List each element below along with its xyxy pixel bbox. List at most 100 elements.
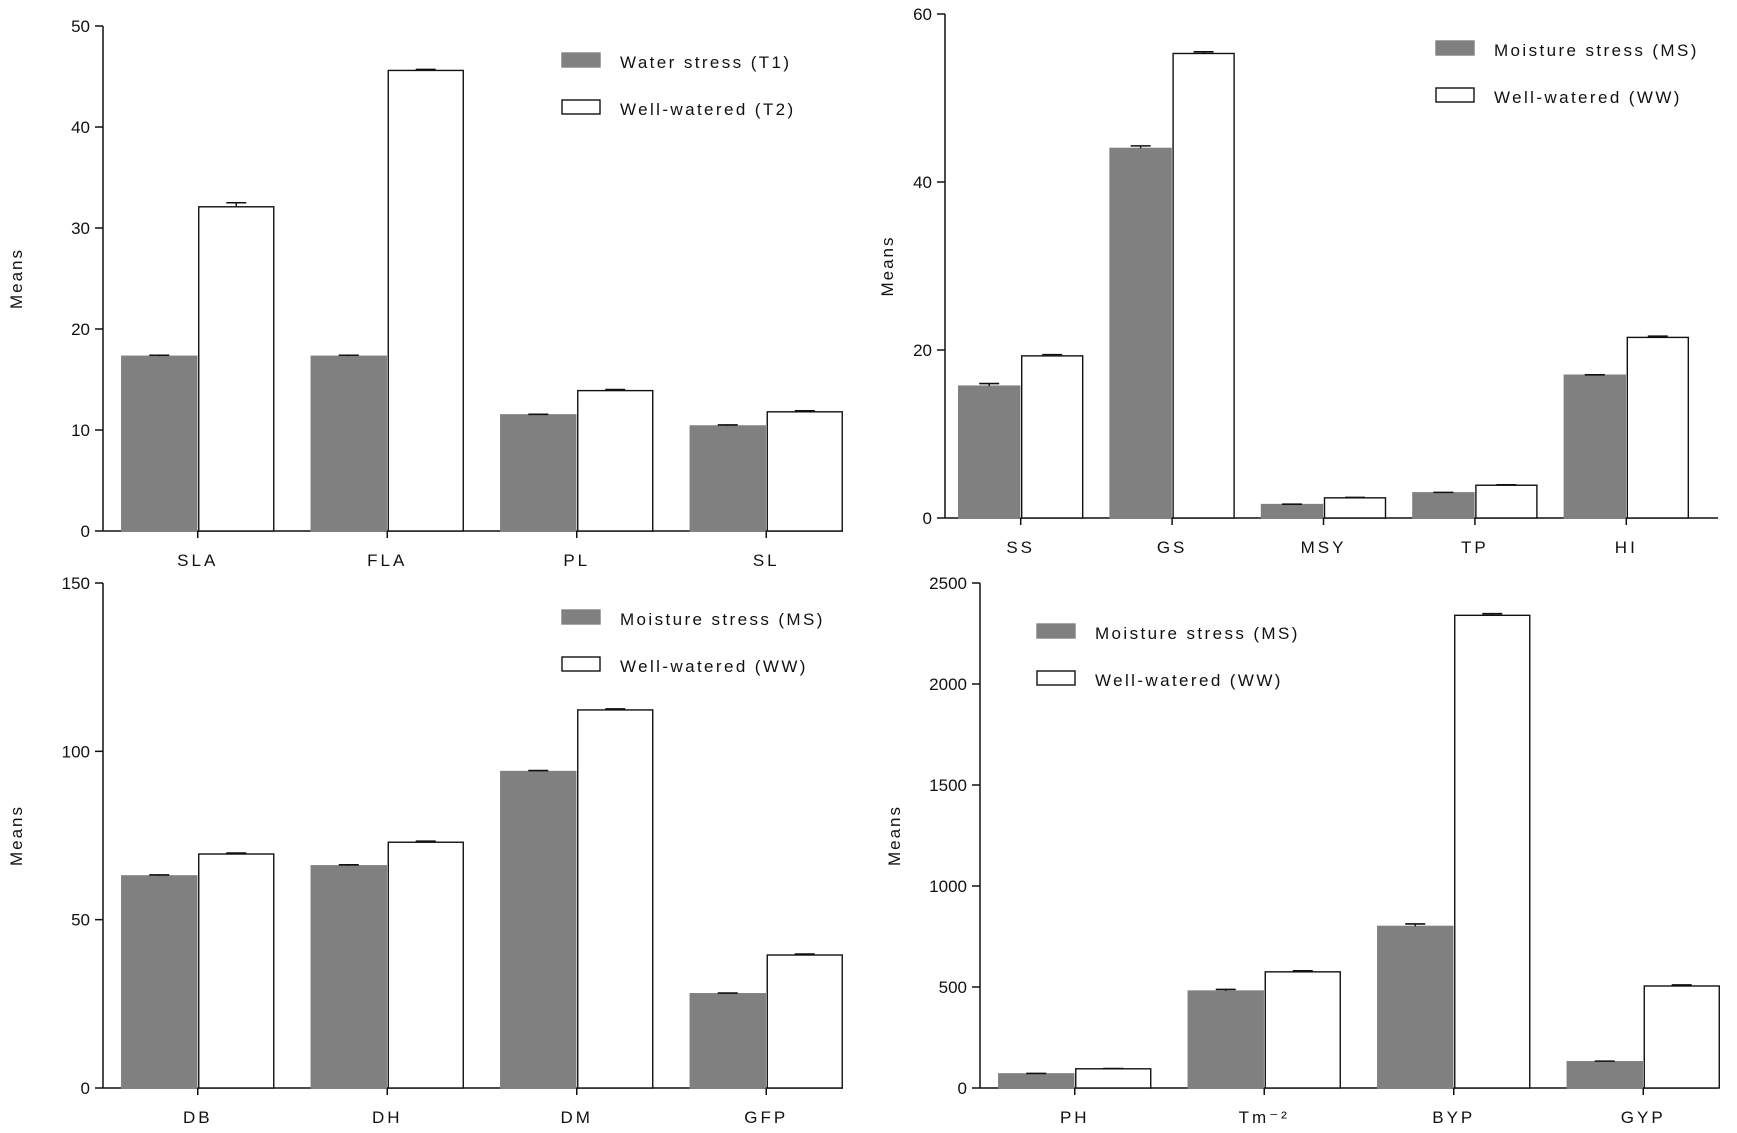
x-tick-label-hi: HI [1615, 538, 1638, 557]
chart-panel-2: 0 20 40 60 Means SS GS MSY TP HI Moisture stress (… [878, 5, 1718, 557]
bar-dh-stress [310, 865, 387, 1089]
bar-tm-watered [1264, 971, 1341, 1089]
legend-swatch-watered [561, 99, 601, 115]
y-axis-title: Means [7, 248, 26, 309]
bar-byp-watered [1454, 614, 1531, 1089]
x-tick-label-dm: DM [561, 1108, 593, 1127]
bar-byp-stress [1377, 925, 1454, 1089]
bar-db-watered [198, 853, 275, 1089]
x-tick-label-db: DB [183, 1108, 213, 1127]
bar-pl-stress [500, 414, 577, 532]
y-tick-label: 0 [81, 1079, 90, 1098]
legend-label-stress: Water stress (T1) [620, 53, 791, 72]
bar-hi-stress [1563, 374, 1627, 519]
legend: Moisture stress (MS) Well-watered (WW) [561, 609, 825, 676]
y-axis-title: Means [7, 805, 26, 866]
legend-label-watered: Well-watered (WW) [620, 657, 808, 676]
bar-gyp-stress [1566, 1061, 1643, 1089]
x-tick-label-ph: PH [1060, 1108, 1090, 1127]
y-tick-label: 1500 [929, 776, 967, 795]
x-tick-label-sl: SL [753, 551, 780, 570]
x-tick-label-fla: FLA [367, 551, 407, 570]
legend-label-watered: Well-watered (T2) [620, 100, 796, 119]
y-tick-label: 40 [71, 118, 90, 137]
x-tick-label-ss: SS [1006, 538, 1035, 557]
bar-fla-watered [387, 69, 464, 532]
bar-tp-stress [1412, 492, 1475, 519]
bar-hi-watered [1626, 336, 1690, 519]
y-tick-label: 1000 [929, 877, 967, 896]
legend-swatch-stress [561, 609, 601, 625]
bar-sla-watered [198, 206, 275, 532]
legend-label-watered: Well-watered (WW) [1494, 88, 1682, 107]
y-tick-label: 2500 [929, 574, 967, 593]
y-axis-title: Means [878, 235, 897, 296]
y-tick-label: 0 [958, 1079, 967, 1098]
legend-label-stress: Moisture stress (MS) [620, 610, 825, 629]
y-tick-label: 500 [939, 978, 967, 997]
chart-panel-4: 0 500 1000 1500 2000 2500 Means PH Tm⁻² BYP GYP Moi… [885, 574, 1720, 1127]
x-tick-label-sla: SLA [177, 551, 218, 570]
y-tick-label: 60 [913, 5, 932, 24]
bar-tp-watered [1475, 484, 1538, 519]
legend-swatch-watered [561, 656, 601, 672]
bar-ph-watered [1075, 1068, 1152, 1089]
legend: Water stress (T1) Well-watered (T2) [561, 52, 796, 119]
legend-swatch-stress [1435, 40, 1475, 56]
chart-panel-1: 0 10 20 30 40 50 Means SLA FLA PL SL Water stress (… [7, 17, 843, 570]
legend: Moisture stress (MS) Well-watered (WW) [1036, 623, 1300, 690]
x-tick-label-msy: MSY [1301, 538, 1347, 557]
bar-gs-stress [1109, 147, 1172, 519]
x-tick-label-dh: DH [372, 1108, 403, 1127]
legend-swatch-watered [1435, 87, 1475, 103]
bar-dm-watered [577, 709, 654, 1089]
bar-sla-stress [121, 355, 198, 532]
legend-label-stress: Moisture stress (MS) [1095, 624, 1300, 643]
bar-ss-stress [958, 385, 1021, 519]
chart-panel-3: 0 50 100 150 Means DB DH DM GFP Moisture stress (… [7, 574, 843, 1127]
y-tick-label: 0 [923, 509, 932, 528]
y-tick-label: 20 [71, 320, 90, 339]
bar-pl-watered [577, 389, 654, 532]
x-tick-label-byp: BYP [1432, 1108, 1475, 1127]
y-tick-label: 50 [71, 911, 90, 930]
bar-msy-watered [1323, 497, 1387, 519]
legend-label-stress: Moisture stress (MS) [1494, 41, 1699, 60]
bar-dm-stress [500, 770, 577, 1089]
legend: Moisture stress (MS) Well-watered (WW) [1435, 40, 1699, 107]
y-axis-title: Means [885, 805, 904, 866]
y-tick-label: 100 [62, 742, 90, 761]
legend-swatch-watered [1036, 670, 1076, 686]
y-tick-label: 20 [913, 341, 932, 360]
bar-tm-stress [1187, 990, 1264, 1089]
legend-swatch-stress [1036, 623, 1076, 639]
bar-sl-stress [689, 425, 766, 532]
y-tick-label: 150 [62, 574, 90, 593]
legend-label-watered: Well-watered (WW) [1095, 671, 1283, 690]
x-tick-label-gs: GS [1157, 538, 1188, 557]
y-tick-label: 2000 [929, 675, 967, 694]
bar-sl-watered [766, 411, 843, 532]
x-tick-label-pl: PL [563, 551, 590, 570]
x-tick-label-tm: Tm⁻² [1239, 1108, 1290, 1127]
x-tick-label-tp: TP [1461, 538, 1489, 557]
bar-fla-stress [310, 355, 387, 532]
y-tick-label: 0 [81, 522, 90, 541]
x-tick-label-gyp: GYP [1621, 1108, 1666, 1127]
bar-ss-watered [1021, 355, 1084, 519]
bar-ph-stress [998, 1073, 1075, 1089]
bar-msy-stress [1260, 503, 1324, 519]
y-tick-label: 50 [71, 17, 90, 36]
bar-gyp-watered [1643, 985, 1720, 1089]
y-tick-label: 40 [913, 173, 932, 192]
y-tick-label: 30 [71, 219, 90, 238]
bar-dh-watered [387, 841, 464, 1089]
bar-db-stress [121, 875, 198, 1089]
bar-gfp-watered [766, 954, 843, 1089]
bar-gs-watered [1172, 52, 1235, 519]
legend-swatch-stress [561, 52, 601, 68]
bar-gfp-stress [689, 993, 766, 1089]
x-tick-label-gfp: GFP [744, 1108, 788, 1127]
y-tick-label: 10 [71, 421, 90, 440]
